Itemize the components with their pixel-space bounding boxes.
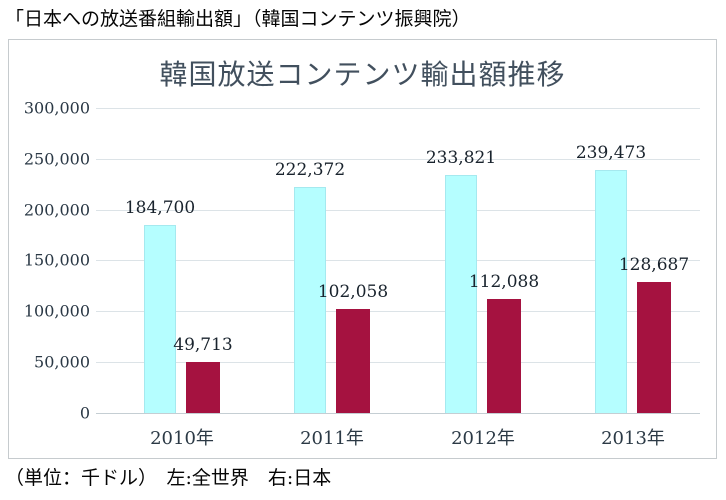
gridline bbox=[96, 362, 700, 363]
value-label-world-2: 233,821 bbox=[425, 148, 497, 168]
y-tick-label: 300,000 bbox=[23, 98, 90, 118]
y-tick-label: 250,000 bbox=[23, 149, 90, 169]
x-axis-line bbox=[96, 413, 700, 414]
gridline bbox=[96, 311, 700, 312]
x-tick-label: 2012年 bbox=[451, 428, 515, 449]
gridline bbox=[96, 210, 700, 211]
gridline bbox=[96, 108, 700, 109]
value-label-japan-2: 112,088 bbox=[468, 272, 540, 292]
y-tick-label: 100,000 bbox=[23, 301, 90, 321]
bar-world-0 bbox=[144, 225, 176, 413]
plot-area: 0 50,000 100,000 150,000 200,000 250,000 300,0… bbox=[24, 99, 700, 449]
y-tick-label: 200,000 bbox=[23, 200, 90, 220]
value-label-world-1: 222,372 bbox=[274, 160, 346, 180]
y-tick-label: 0 bbox=[79, 403, 90, 423]
x-tick-label: 2013年 bbox=[601, 428, 665, 449]
value-label-world-0: 184,700 bbox=[124, 198, 196, 218]
bar-japan-1 bbox=[336, 309, 370, 413]
bar-japan-2 bbox=[487, 299, 521, 413]
bar-world-1 bbox=[294, 187, 326, 413]
gridline bbox=[96, 159, 700, 160]
bar-world-3 bbox=[595, 170, 627, 413]
value-label-japan-1: 102,058 bbox=[317, 282, 389, 302]
y-tick-label: 50,000 bbox=[34, 352, 90, 372]
value-label-japan-0: 49,713 bbox=[173, 335, 233, 355]
x-tick-label: 2011年 bbox=[300, 428, 364, 449]
unit-legend-caption: （単位：千ドル） 左:全世界 右:日本 bbox=[5, 467, 332, 489]
bar-world-2 bbox=[445, 175, 477, 413]
y-tick-label: 150,000 bbox=[23, 250, 90, 270]
value-label-world-3: 239,473 bbox=[575, 143, 647, 163]
chart-frame: 韓国放送コンテンツ輸出額推移 0 50,000 100,000 150,000 200,… bbox=[8, 39, 717, 459]
value-label-japan-3: 128,687 bbox=[618, 255, 690, 275]
bar-japan-3 bbox=[637, 282, 671, 413]
gridline bbox=[96, 260, 700, 261]
chart-title: 韓国放送コンテンツ輸出額推移 bbox=[159, 58, 566, 91]
x-tick-label: 2010年 bbox=[150, 428, 214, 449]
bar-japan-0 bbox=[186, 362, 220, 413]
source-caption: 「日本への放送番組輸出額」（韓国コンテンツ振興院） bbox=[5, 8, 471, 30]
